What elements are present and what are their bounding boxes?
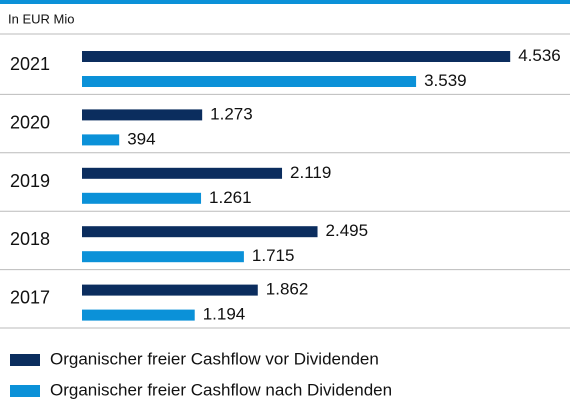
value-label: 1.715 [252, 246, 295, 265]
value-label: 1.273 [210, 104, 253, 123]
value-label: 1.261 [209, 188, 252, 207]
legend-swatch [10, 354, 40, 366]
bar [82, 226, 318, 238]
category-label: 2020 [10, 112, 50, 132]
bar [82, 192, 202, 204]
bar [82, 134, 120, 146]
legend-swatch [10, 385, 40, 397]
value-label: 394 [127, 129, 155, 148]
bar [82, 284, 258, 296]
value-label: 4.536 [518, 46, 561, 65]
category-label: 2017 [10, 288, 50, 308]
chart-subtitle: In EUR Mio [8, 11, 74, 26]
value-label: 2.495 [326, 221, 369, 240]
category-label: 2019 [10, 171, 50, 191]
legend-label: Organischer freier Cashflow vor Dividend… [50, 349, 379, 368]
value-label: 2.119 [290, 163, 331, 182]
value-label: 3.539 [424, 71, 467, 90]
bar [82, 51, 511, 62]
category-label: 2021 [10, 54, 50, 74]
legend-label: Organischer freier Cashflow nach Dividen… [50, 380, 392, 399]
value-label: 1.862 [266, 280, 309, 299]
value-label: 1.194 [203, 305, 246, 324]
top-rule [0, 0, 570, 4]
bar [82, 309, 195, 321]
bar [82, 109, 203, 121]
bar [82, 76, 417, 87]
bar [82, 167, 283, 179]
bar [82, 251, 244, 263]
category-label: 2018 [10, 229, 50, 249]
